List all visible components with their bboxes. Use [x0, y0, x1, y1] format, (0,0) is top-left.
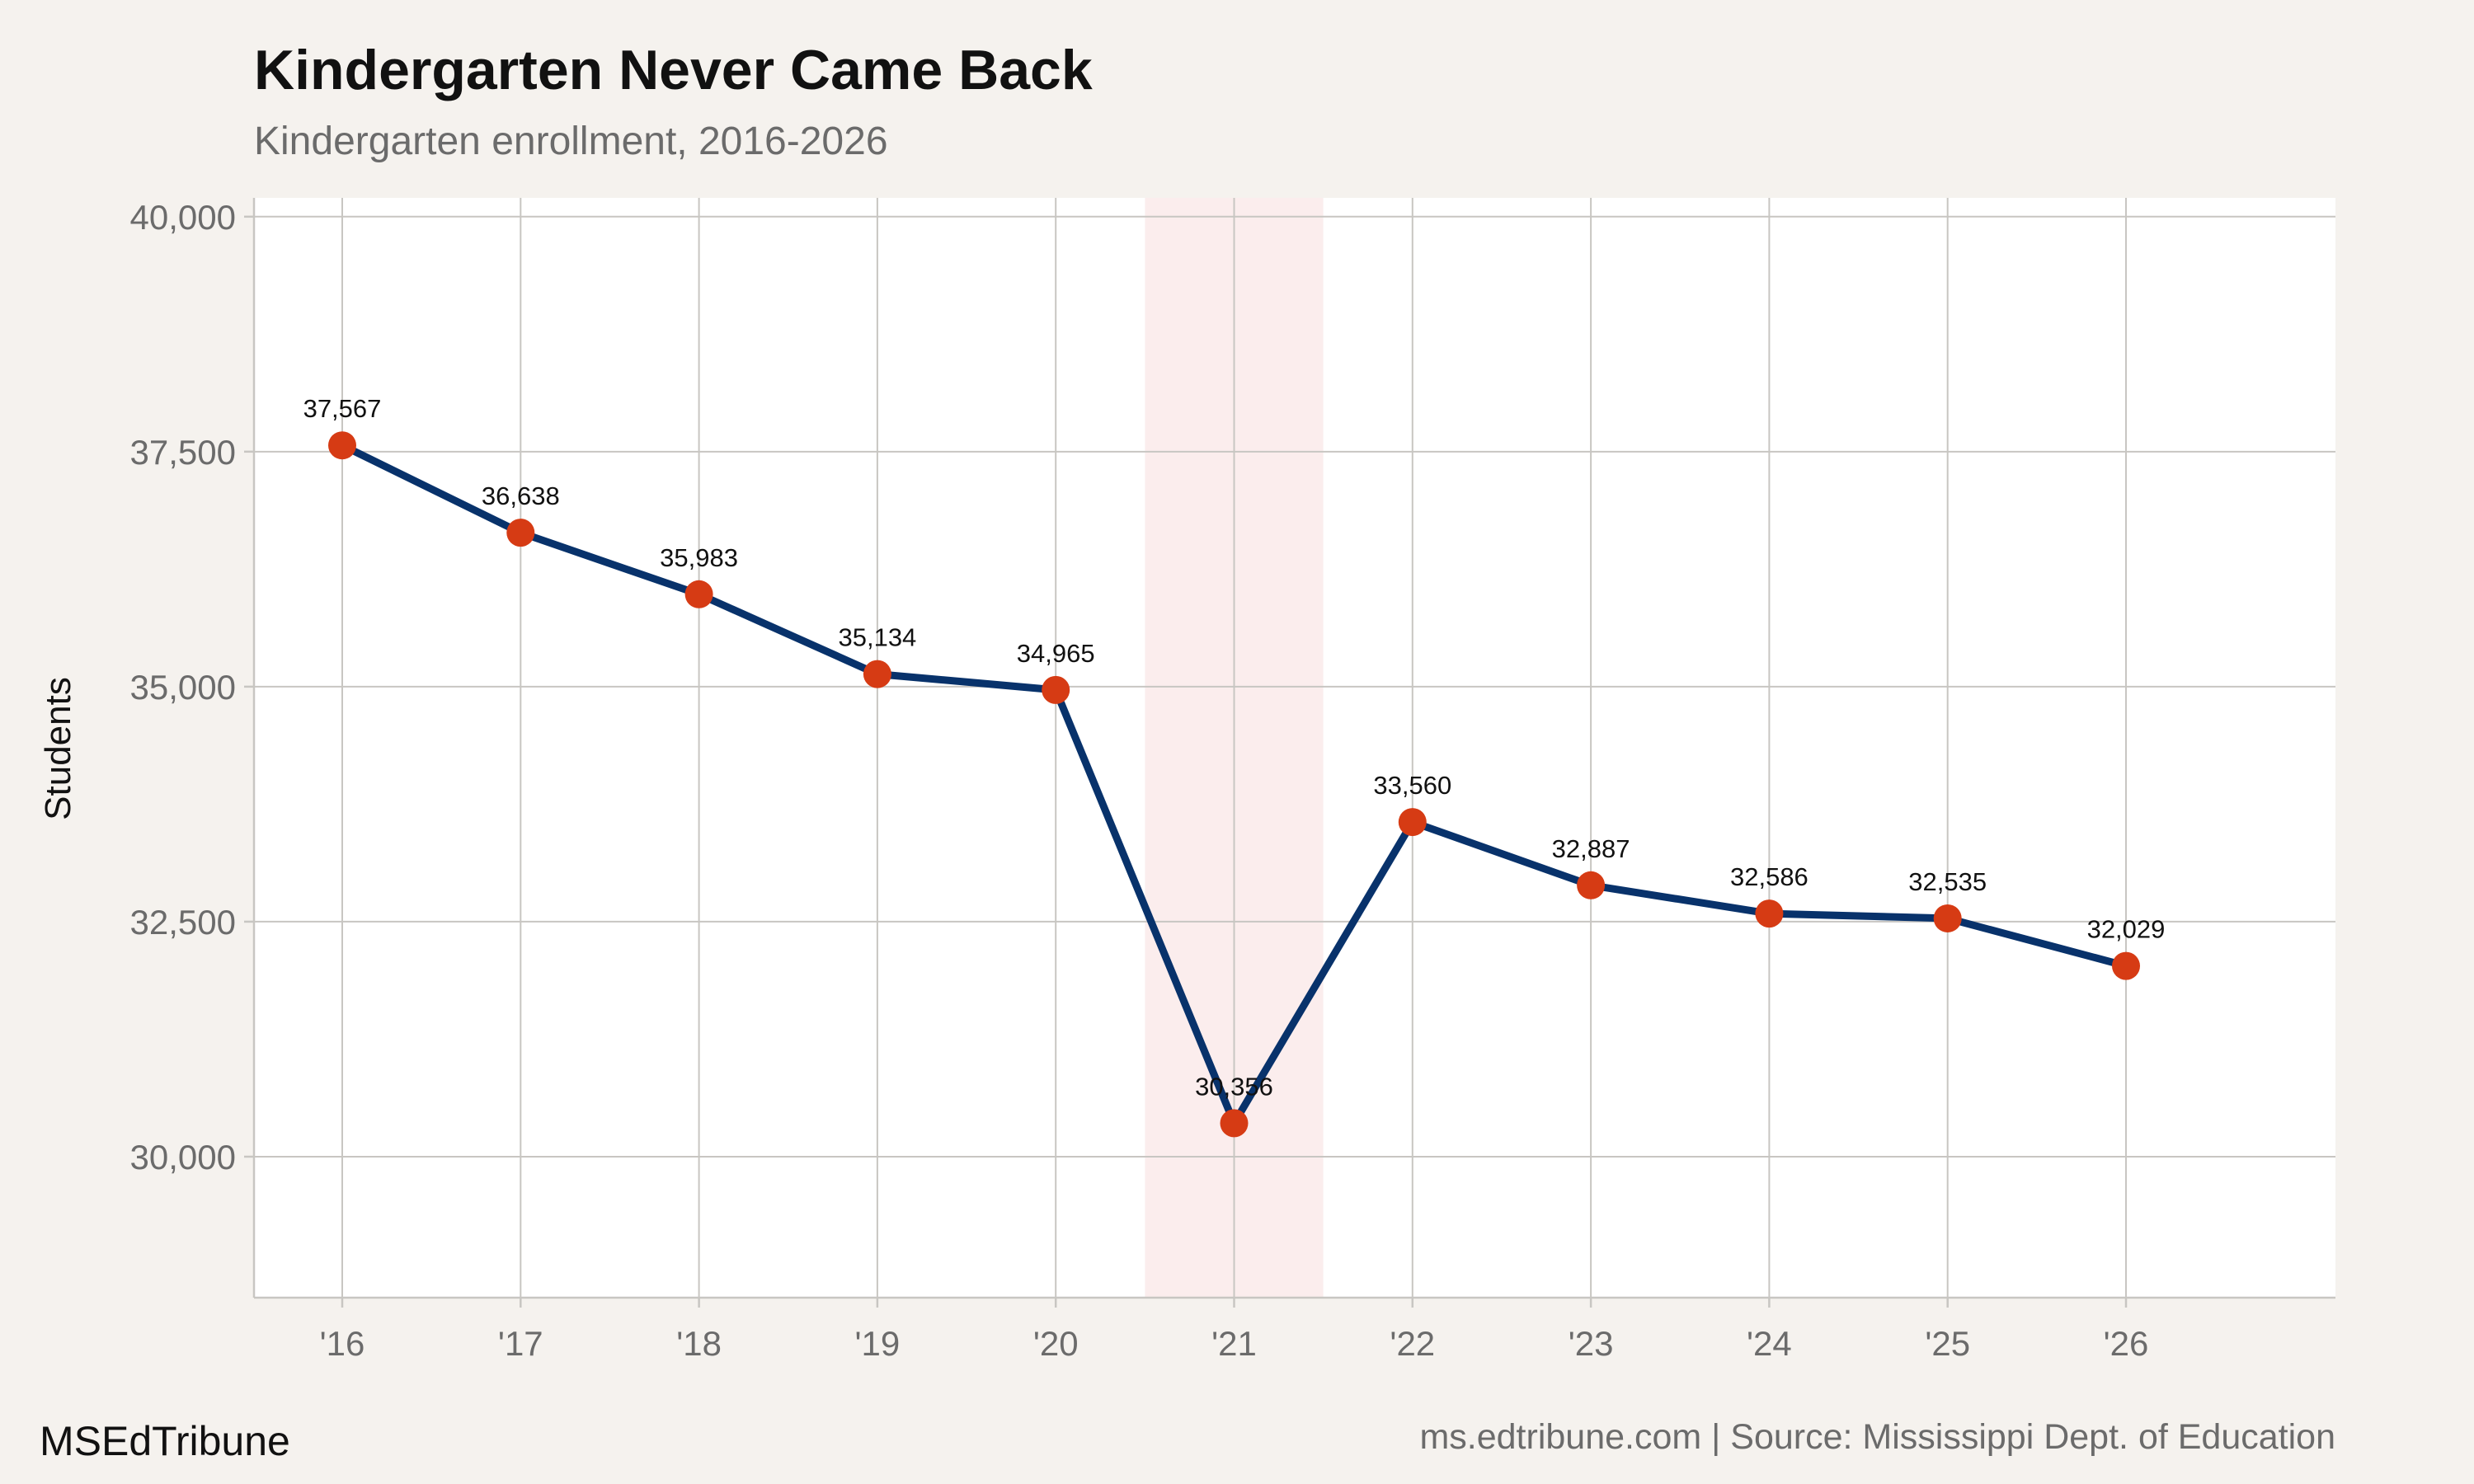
x-tick-label: '18	[676, 1324, 722, 1363]
x-tick-label: '17	[498, 1324, 543, 1363]
y-tick-label: 30,000	[130, 1138, 236, 1176]
data-point	[1042, 675, 1070, 704]
y-tick-label: 35,000	[130, 668, 236, 707]
data-point	[506, 519, 535, 547]
y-tick-label: 40,000	[130, 198, 236, 237]
data-point	[1577, 871, 1606, 899]
data-label: 37,567	[303, 394, 382, 423]
data-points	[328, 431, 2140, 1138]
data-label: 34,965	[1017, 639, 1095, 668]
data-point	[328, 431, 356, 460]
data-label: 30,356	[1195, 1072, 1273, 1101]
data-point	[684, 580, 713, 608]
x-tick-label: '23	[1569, 1324, 1614, 1363]
data-label: 32,535	[1908, 867, 1987, 896]
footer-source: ms.edtribune.com | Source: Mississippi D…	[1419, 1417, 2335, 1457]
data-label: 35,983	[660, 543, 738, 572]
x-tick-label: '24	[1747, 1324, 1792, 1363]
data-label: 35,134	[838, 623, 916, 652]
y-tick-label: 32,500	[130, 903, 236, 942]
x-tick-label: '26	[2104, 1324, 2149, 1363]
data-label: 32,887	[1552, 834, 1630, 863]
axes	[244, 198, 2335, 1308]
data-label: 32,586	[1730, 862, 1808, 891]
tick-labels: 30,000 32,500 35,000 37,500 40,000 '16 '17 '18 '…	[130, 198, 2149, 1363]
data-label: 33,560	[1373, 771, 1451, 800]
y-tick-label: 37,500	[130, 433, 236, 472]
grid-lines	[254, 198, 2335, 1298]
data-point	[1755, 899, 1784, 928]
chart-title: Kindergarten Never Came Back	[254, 39, 1093, 101]
footer-brand: MSEdTribune	[40, 1418, 290, 1464]
data-point	[863, 660, 891, 688]
data-point	[1933, 904, 1962, 932]
data-label: 32,029	[2087, 915, 2166, 944]
y-axis-label: Students	[38, 677, 78, 820]
x-tick-label: '19	[855, 1324, 901, 1363]
data-label: 36,638	[482, 481, 560, 510]
x-tick-label: '16	[320, 1324, 365, 1363]
data-point	[1398, 808, 1427, 837]
x-tick-label: '20	[1033, 1324, 1079, 1363]
x-tick-label: '25	[1925, 1324, 1970, 1363]
x-tick-label: '21	[1211, 1324, 1257, 1363]
data-point	[1220, 1109, 1249, 1138]
x-tick-label: '22	[1390, 1324, 1435, 1363]
data-labels: 37,567 36,638 35,983 35,134 34,965 30,356 33,5…	[303, 394, 2166, 1101]
data-point	[2112, 951, 2140, 980]
chart-subtitle: Kindergarten enrollment, 2016-2026	[254, 120, 888, 163]
